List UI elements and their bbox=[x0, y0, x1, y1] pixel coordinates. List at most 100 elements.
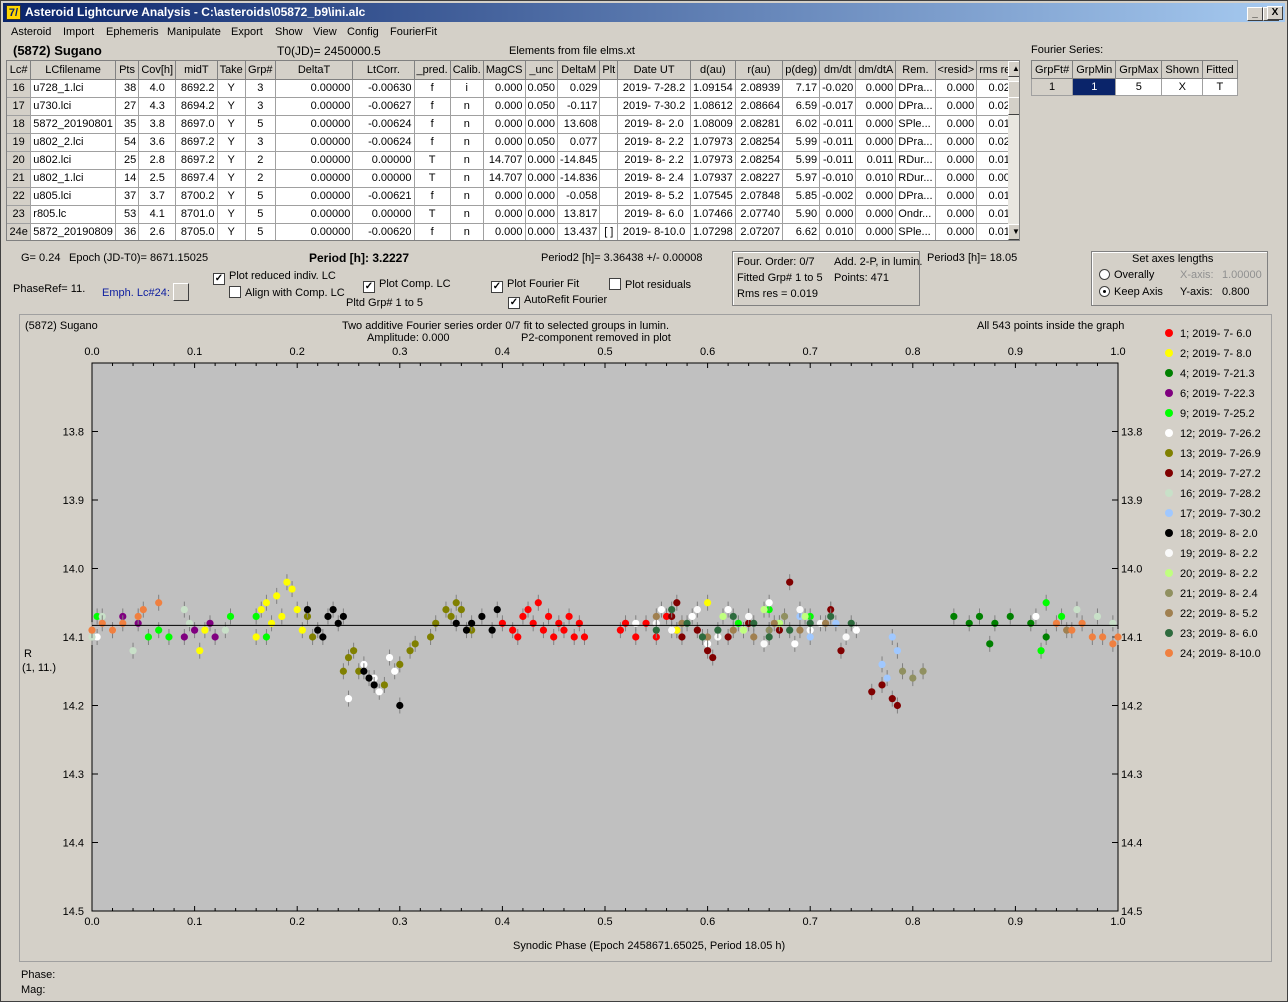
table-cell[interactable]: 2019- 8- 2.0 bbox=[617, 115, 691, 134]
table-cell[interactable]: 2.08939 bbox=[735, 79, 784, 98]
table-cell[interactable]: f bbox=[414, 187, 451, 206]
table-cell[interactable]: Y bbox=[217, 97, 246, 116]
table-cell[interactable]: u730.lci bbox=[30, 97, 116, 116]
menu-show[interactable]: Show bbox=[275, 26, 303, 38]
table-cell[interactable] bbox=[599, 205, 619, 224]
lightcurve-table[interactable]: Lc# LCfilename Pts Cov[h] midT Take Grp# DeltaT… bbox=[6, 60, 1020, 241]
table-cell[interactable]: 5.85 bbox=[782, 187, 821, 206]
table-row[interactable]: 22 u805.lci 37 3.7 8700.2 Y 5 0.00000 -0.00621 f n… bbox=[7, 187, 1019, 206]
emph-lc-spinner[interactable] bbox=[173, 283, 189, 301]
legend-item[interactable]: 4; 2019- 7-21.3 bbox=[1165, 368, 1255, 380]
row-header[interactable]: 22 bbox=[7, 187, 32, 206]
table-cell[interactable]: 0.00000 bbox=[352, 205, 415, 224]
table-cell[interactable]: 38 bbox=[115, 79, 140, 98]
column-header[interactable]: LCfilename bbox=[30, 61, 116, 80]
table-cell[interactable]: 4.1 bbox=[138, 205, 177, 224]
table-cell[interactable]: 8700.2 bbox=[175, 187, 218, 206]
legend-item[interactable]: 19; 2019- 8- 2.2 bbox=[1165, 548, 1258, 560]
autorefit-checkbox[interactable]: ✓ AutoRefit Fourier bbox=[508, 294, 607, 309]
table-cell[interactable]: 6.62 bbox=[782, 223, 821, 240]
table-cell[interactable]: u728_1.lci bbox=[30, 79, 116, 98]
table-cell[interactable]: 1.07973 bbox=[690, 133, 736, 152]
table-cell[interactable]: DPra... bbox=[895, 187, 936, 206]
fourier-cell[interactable]: X bbox=[1161, 78, 1204, 96]
legend-item[interactable]: 23; 2019- 8- 6.0 bbox=[1165, 628, 1258, 640]
table-cell[interactable]: 2019- 8- 2.4 bbox=[617, 169, 691, 188]
table-row[interactable]: 18 5872_20190801 35 3.8 8697.0 Y 5 0.00000 -0.00… bbox=[7, 115, 1019, 134]
table-cell[interactable]: T bbox=[414, 205, 451, 224]
table-cell[interactable]: 0.000 bbox=[935, 151, 978, 170]
legend-item[interactable]: 12; 2019- 7-26.2 bbox=[1165, 428, 1261, 440]
table-cell[interactable]: 0.00000 bbox=[275, 169, 354, 188]
legend-item[interactable]: 13; 2019- 7-26.9 bbox=[1165, 448, 1261, 460]
table-cell[interactable]: [ ] bbox=[599, 223, 619, 240]
row-header[interactable]: 18 bbox=[7, 115, 32, 134]
table-cell[interactable]: 5872_20190801 bbox=[30, 115, 116, 134]
table-cell[interactable]: 0.000 bbox=[525, 169, 559, 188]
table-cell[interactable]: 0.000 bbox=[855, 187, 897, 206]
table-cell[interactable]: 5 bbox=[245, 205, 276, 224]
table-cell[interactable]: 0.000 bbox=[525, 115, 559, 134]
table-row[interactable]: 24e 5872_20190809 36 2.6 8705.0 Y 5 0.00000 -0.0… bbox=[7, 223, 1019, 240]
table-cell[interactable]: 8705.0 bbox=[175, 223, 218, 240]
table-cell[interactable]: 2.07207 bbox=[735, 223, 784, 240]
table-cell[interactable]: 8697.2 bbox=[175, 133, 218, 152]
table-cell[interactable]: n bbox=[450, 169, 484, 188]
keep-axis-radio[interactable]: Keep Axis bbox=[1099, 286, 1163, 298]
legend-item[interactable]: 1; 2019- 7- 6.0 bbox=[1165, 328, 1252, 340]
table-cell[interactable]: 2.07740 bbox=[735, 205, 784, 224]
column-header[interactable]: Plt bbox=[599, 61, 619, 80]
table-cell[interactable]: -0.00621 bbox=[352, 187, 415, 206]
legend-item[interactable]: 14; 2019- 7-27.2 bbox=[1165, 468, 1261, 480]
table-cell[interactable]: 0.000 bbox=[819, 205, 857, 224]
table-cell[interactable]: i bbox=[450, 79, 484, 98]
table-cell[interactable]: f bbox=[414, 97, 451, 116]
table-cell[interactable]: 37 bbox=[115, 187, 140, 206]
table-cell[interactable]: 0.000 bbox=[855, 223, 897, 240]
table-cell[interactable]: DPra... bbox=[895, 133, 936, 152]
table-cell[interactable]: n bbox=[450, 205, 484, 224]
overally-radio[interactable]: Overally bbox=[1099, 269, 1154, 281]
fourier-column-header[interactable]: GrpMax bbox=[1115, 60, 1163, 79]
table-cell[interactable]: 3 bbox=[245, 79, 276, 98]
table-cell[interactable]: 35 bbox=[115, 115, 140, 134]
table-cell[interactable]: 0.00000 bbox=[275, 187, 354, 206]
table-cell[interactable]: f bbox=[414, 79, 451, 98]
table-cell[interactable]: 0.000 bbox=[483, 115, 526, 134]
table-cell[interactable]: 3 bbox=[245, 97, 276, 116]
table-cell[interactable]: 1.07937 bbox=[690, 169, 736, 188]
fourier-cell[interactable]: 1 bbox=[1030, 78, 1074, 96]
row-header[interactable]: 23 bbox=[7, 205, 32, 224]
table-cell[interactable]: n bbox=[450, 133, 484, 152]
table-cell[interactable]: 0.000 bbox=[855, 97, 897, 116]
title-bar[interactable]: 7/ Asteroid Lightcurve Analysis - C:\ast… bbox=[3, 3, 1285, 22]
table-cell[interactable]: 53 bbox=[115, 205, 140, 224]
table-cell[interactable]: 8692.2 bbox=[175, 79, 218, 98]
table-cell[interactable]: 8697.0 bbox=[175, 115, 218, 134]
fourier-column-header[interactable]: GrpFt# bbox=[1030, 60, 1074, 79]
table-cell[interactable]: 0.000 bbox=[483, 133, 526, 152]
legend-item[interactable]: 18; 2019- 8- 2.0 bbox=[1165, 528, 1258, 540]
table-row[interactable]: 17 u730.lci 27 4.3 8694.2 Y 3 0.00000 -0.00627 f n… bbox=[7, 97, 1019, 116]
table-cell[interactable]: 2 bbox=[245, 169, 276, 188]
table-cell[interactable]: -0.011 bbox=[819, 151, 857, 170]
table-cell[interactable]: 1.07298 bbox=[690, 223, 736, 240]
table-cell[interactable] bbox=[599, 97, 619, 116]
table-cell[interactable]: Y bbox=[217, 169, 246, 188]
legend-item[interactable]: 20; 2019- 8- 2.2 bbox=[1165, 568, 1258, 580]
table-cell[interactable]: -0.058 bbox=[557, 187, 601, 206]
menu-import[interactable]: Import bbox=[63, 26, 95, 38]
table-cell[interactable]: 2019- 8- 2.2 bbox=[617, 133, 691, 152]
scroll-thumb-2[interactable] bbox=[1008, 97, 1019, 115]
table-cell[interactable]: 1.08009 bbox=[690, 115, 736, 134]
legend-item[interactable]: 9; 2019- 7-25.2 bbox=[1165, 408, 1255, 420]
table-cell[interactable]: 5.97 bbox=[782, 169, 821, 188]
table-cell[interactable]: 54 bbox=[115, 133, 140, 152]
legend-item[interactable]: 6; 2019- 7-22.3 bbox=[1165, 388, 1255, 400]
table-cell[interactable]: Y bbox=[217, 79, 246, 98]
table-cell[interactable]: -0.00620 bbox=[352, 223, 415, 240]
table-cell[interactable]: 8697.2 bbox=[175, 151, 218, 170]
table-cell[interactable]: 0.000 bbox=[935, 115, 978, 134]
column-header[interactable]: LtCorr. bbox=[352, 61, 415, 80]
column-header[interactable]: d(au) bbox=[690, 61, 736, 80]
